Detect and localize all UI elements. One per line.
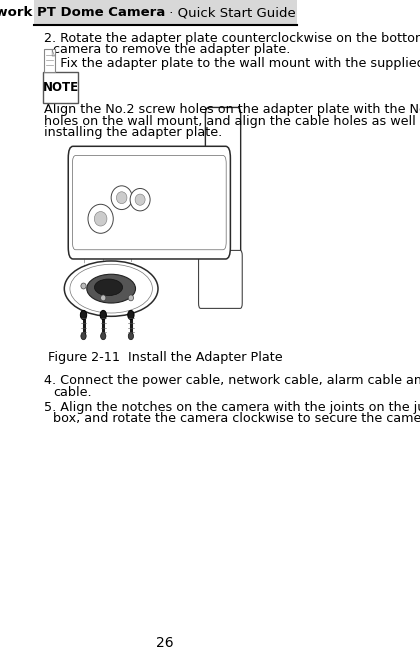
Text: Figure 2-11  Install the Adapter Plate: Figure 2-11 Install the Adapter Plate: [48, 351, 282, 364]
Ellipse shape: [101, 332, 106, 340]
Ellipse shape: [130, 188, 150, 211]
Ellipse shape: [81, 283, 86, 289]
Text: Network PT Dome Camera: Network PT Dome Camera: [0, 6, 165, 19]
FancyBboxPatch shape: [68, 146, 231, 259]
Ellipse shape: [64, 261, 158, 316]
Ellipse shape: [135, 194, 145, 206]
Text: 4. Connect the power cable, network cable, alarm cable and audio: 4. Connect the power cable, network cabl…: [44, 374, 420, 387]
Ellipse shape: [101, 295, 106, 301]
Text: · Quick Start Guide: · Quick Start Guide: [165, 6, 296, 19]
Ellipse shape: [94, 279, 123, 296]
FancyBboxPatch shape: [34, 0, 297, 25]
Text: holes on the wall mount, and align the cable holes as well when: holes on the wall mount, and align the c…: [44, 115, 420, 128]
Text: 2. Rotate the adapter plate counterclockwise on the bottom of the: 2. Rotate the adapter plate counterclock…: [44, 32, 420, 45]
Text: installing the adapter plate.: installing the adapter plate.: [44, 126, 222, 139]
FancyBboxPatch shape: [199, 250, 242, 308]
Ellipse shape: [87, 274, 136, 303]
Ellipse shape: [100, 310, 106, 320]
FancyBboxPatch shape: [44, 49, 55, 72]
Ellipse shape: [128, 332, 134, 340]
Ellipse shape: [80, 310, 87, 320]
Ellipse shape: [128, 295, 134, 301]
Ellipse shape: [88, 204, 113, 233]
Text: box, and rotate the camera clockwise to secure the camera.: box, and rotate the camera clockwise to …: [53, 412, 420, 425]
Text: 26: 26: [156, 635, 174, 650]
Text: camera to remove the adapter plate.: camera to remove the adapter plate.: [53, 43, 291, 56]
Ellipse shape: [111, 186, 132, 210]
Ellipse shape: [94, 212, 107, 226]
Text: 3. Fix the adapter plate to the wall mount with the supplied screws.: 3. Fix the adapter plate to the wall mou…: [44, 57, 420, 71]
FancyBboxPatch shape: [205, 107, 241, 275]
Text: 5. Align the notches on the camera with the joints on the junction: 5. Align the notches on the camera with …: [44, 401, 420, 414]
Text: Align the No.2 screw holes on the adapter plate with the No.2 screw: Align the No.2 screw holes on the adapte…: [44, 103, 420, 117]
Ellipse shape: [81, 332, 86, 340]
Ellipse shape: [116, 192, 127, 204]
Text: cable.: cable.: [53, 386, 92, 399]
Ellipse shape: [128, 310, 134, 320]
FancyBboxPatch shape: [43, 72, 78, 103]
Text: NOTE: NOTE: [42, 81, 79, 94]
